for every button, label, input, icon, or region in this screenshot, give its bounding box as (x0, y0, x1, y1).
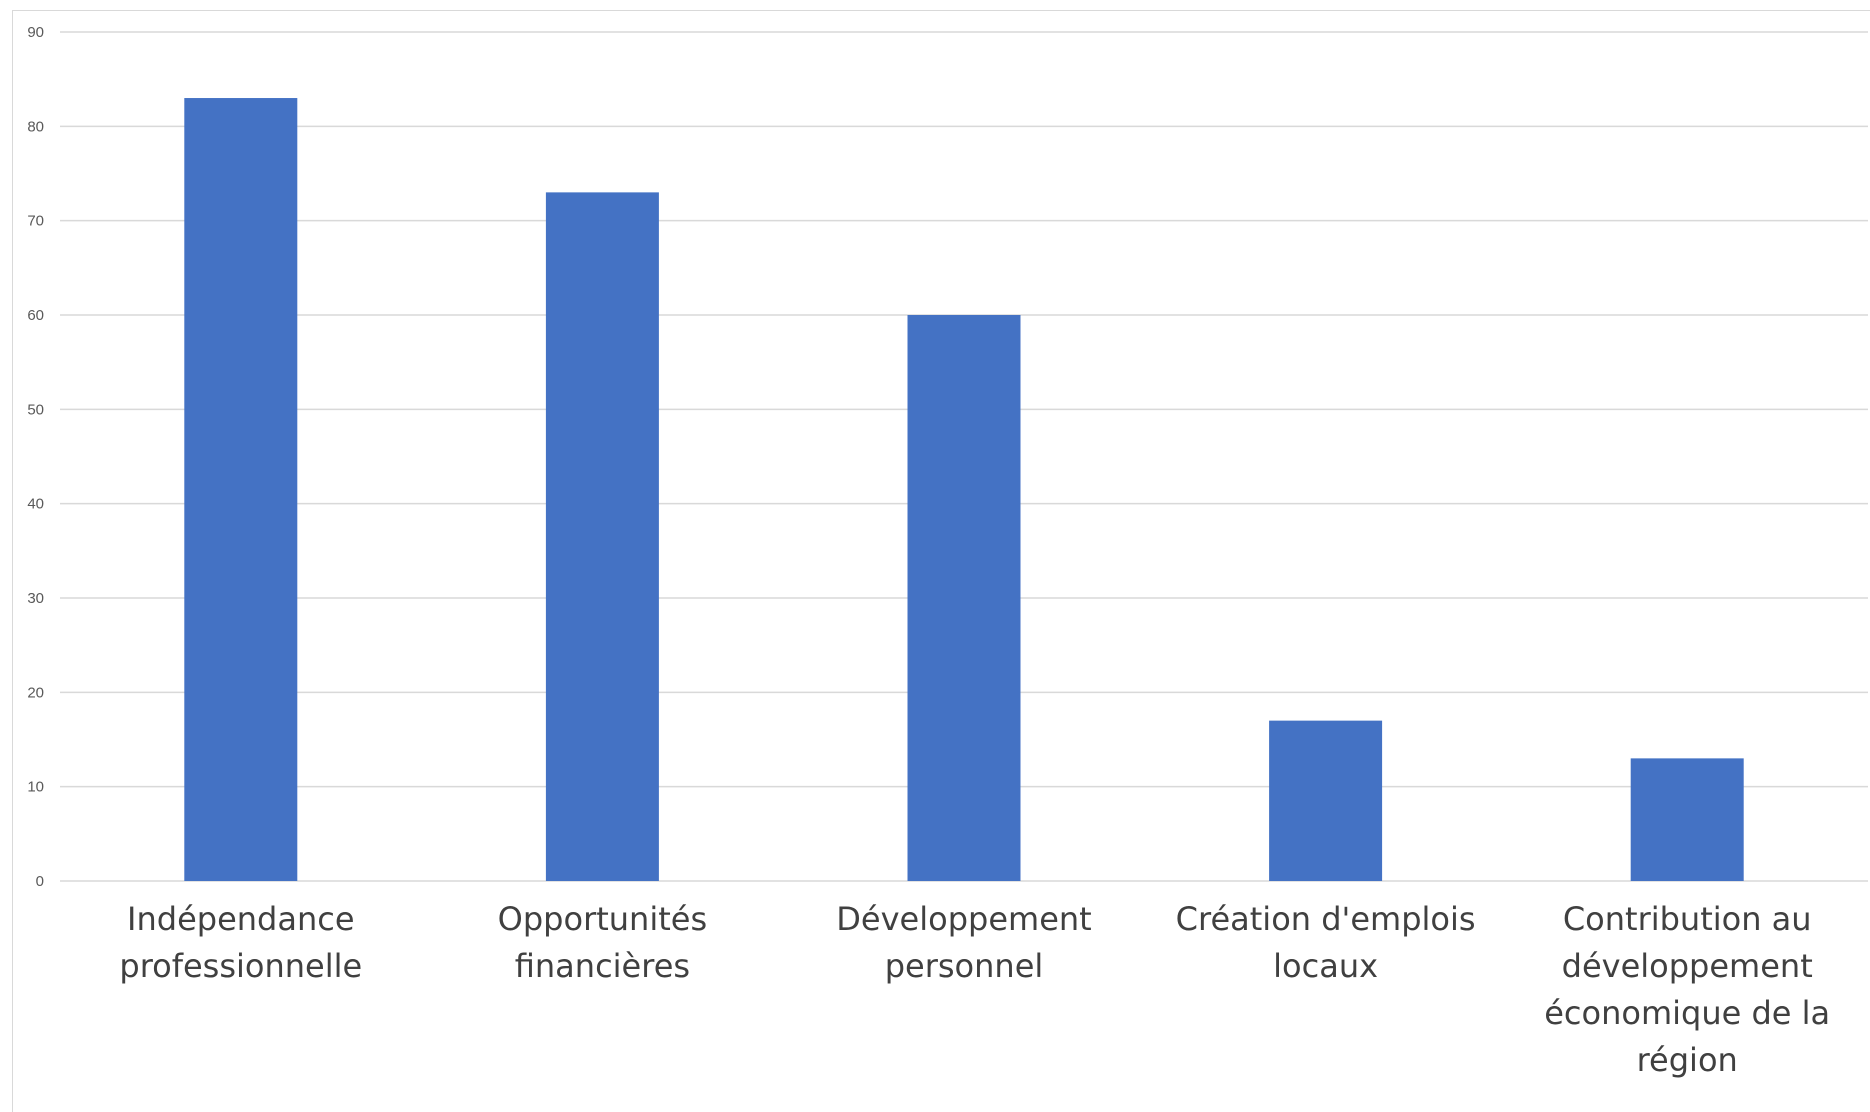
bar (545, 192, 659, 881)
y-tick-label: 0 (36, 873, 44, 890)
x-tick-label-line: Développement (836, 900, 1091, 938)
x-tick-label: Création d'emplois locaux (1176, 900, 1476, 985)
x-tick-label-line: développement (1562, 947, 1813, 985)
x-tick-label: Indépendance professionnelle (119, 900, 362, 985)
y-axis-ticks: 0 10 20 30 40 50 60 70 80 90 (27, 24, 44, 890)
y-tick-label: 40 (27, 496, 44, 513)
x-tick-label-line: Indépendance (127, 900, 354, 938)
y-tick-label: 90 (27, 24, 44, 41)
x-tick-label-line: personnel (885, 947, 1044, 985)
y-tick-label: 20 (27, 684, 44, 701)
x-tick-label: Développement personnel (836, 900, 1091, 985)
y-tick-label: 70 (27, 213, 44, 230)
x-tick-label: Opportunités financières (498, 900, 707, 985)
x-tick-label: Contribution au développement économique d… (1544, 900, 1830, 1079)
x-tick-label-line: Opportunités (498, 900, 707, 938)
y-tick-label: 30 (27, 590, 44, 607)
y-tick-label: 50 (27, 401, 44, 418)
x-tick-label-line: économique de la (1544, 994, 1830, 1032)
bars (184, 98, 1744, 882)
y-tick-label: 80 (27, 118, 44, 135)
x-tick-label-line: Création d'emplois (1176, 900, 1476, 938)
x-tick-label-line: région (1637, 1041, 1738, 1079)
bar (907, 315, 1021, 881)
chart-frame (12, 10, 1870, 1112)
x-tick-label-line: locaux (1273, 947, 1378, 985)
x-axis-ticks: Indépendance professionnelle Opportunités f… (119, 900, 1830, 1079)
y-tick-label: 60 (27, 307, 44, 324)
bar (1269, 720, 1383, 881)
x-tick-label-line: Contribution au (1563, 900, 1812, 938)
bar (1630, 758, 1744, 881)
y-tick-label: 10 (27, 779, 44, 796)
x-tick-label-line: financières (515, 947, 690, 985)
bar (184, 98, 298, 882)
x-tick-label-line: professionnelle (119, 947, 362, 985)
